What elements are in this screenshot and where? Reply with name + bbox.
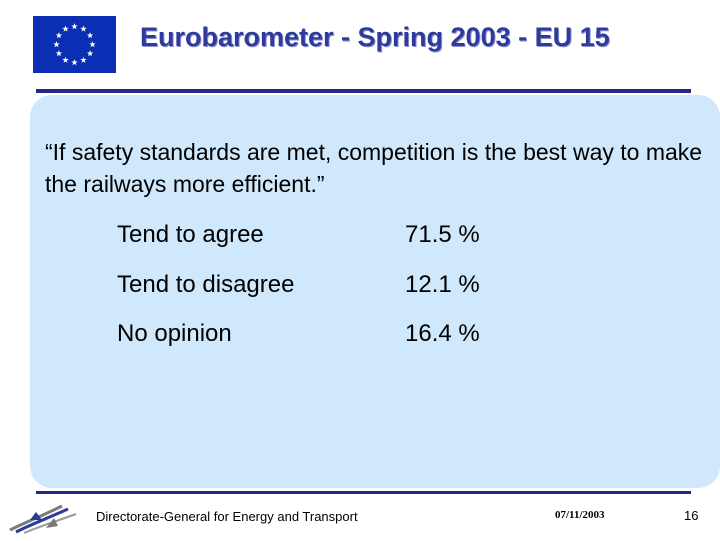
survey-question: “If safety standards are met, competitio… bbox=[45, 139, 703, 197]
flag-star bbox=[80, 56, 87, 63]
result-row-agree: Tend to agree 71.5 % bbox=[0, 221, 720, 251]
dg-tren-logo-icon bbox=[6, 500, 84, 536]
flag-star bbox=[62, 56, 69, 63]
flag-star bbox=[53, 41, 60, 48]
eu-flag-icon bbox=[33, 16, 116, 73]
footer-directorate: Directorate-General for Energy and Trans… bbox=[96, 509, 358, 524]
flag-star bbox=[55, 50, 63, 57]
result-label: Tend to agree bbox=[117, 221, 264, 248]
flag-star bbox=[71, 23, 78, 30]
footer-date: 07/11/2003 bbox=[555, 509, 605, 521]
flag-star bbox=[55, 32, 63, 39]
flag-star bbox=[86, 32, 94, 39]
result-label: No opinion bbox=[117, 320, 232, 347]
content-panel bbox=[30, 95, 720, 488]
header-divider bbox=[36, 89, 691, 93]
flag-star bbox=[80, 25, 87, 32]
flag-star bbox=[89, 41, 96, 48]
flag-star bbox=[62, 25, 69, 32]
result-value: 12.1 % bbox=[405, 271, 480, 298]
footer-divider bbox=[36, 491, 691, 494]
page-title: Eurobarometer - Spring 2003 - EU 15 bbox=[140, 22, 610, 52]
result-row-disagree: Tend to disagree 12.1 % bbox=[0, 271, 720, 301]
page-number: 16 bbox=[684, 508, 699, 523]
result-row-no-opinion: No opinion 16.4 % bbox=[0, 320, 720, 350]
result-value: 16.4 % bbox=[405, 320, 480, 347]
result-value: 71.5 % bbox=[405, 221, 480, 248]
eu-stars-circle bbox=[53, 23, 96, 66]
flag-star bbox=[71, 59, 78, 66]
flag-star bbox=[86, 50, 94, 57]
result-label: Tend to disagree bbox=[117, 271, 295, 298]
